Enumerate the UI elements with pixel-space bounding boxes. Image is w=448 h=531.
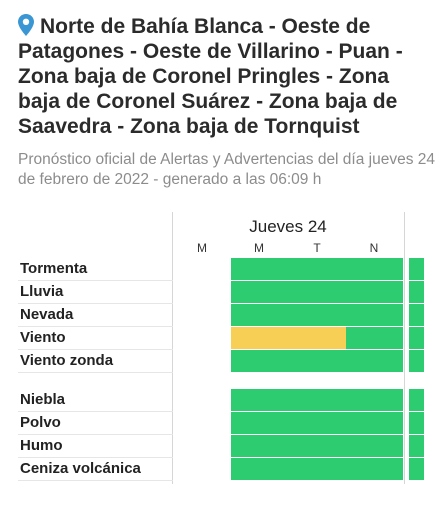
bar-next-day bbox=[409, 327, 424, 349]
row-label-polvo: Polvo bbox=[20, 414, 61, 431]
bar-next-day bbox=[409, 281, 424, 303]
row-label-lluvia: Lluvia bbox=[20, 283, 64, 300]
bar-green bbox=[231, 350, 403, 372]
forecast-grid: Jueves 24 M M T N Tormenta Lluvia Nevada Vi… bbox=[0, 212, 448, 484]
row-divider bbox=[18, 372, 173, 373]
bar-next-day bbox=[409, 458, 424, 480]
bar-next-day bbox=[409, 412, 424, 434]
row-label-nevada: Nevada bbox=[20, 306, 74, 323]
day-label: Jueves 24 bbox=[249, 217, 327, 236]
period-label-1: M bbox=[197, 241, 207, 255]
bar-next-day bbox=[409, 350, 424, 372]
grid-line-end bbox=[404, 212, 405, 484]
bar-next-day bbox=[409, 258, 424, 280]
bar-green bbox=[231, 435, 403, 457]
grid-line-start bbox=[172, 212, 173, 484]
row-label-niebla: Niebla bbox=[20, 391, 66, 408]
bar-green bbox=[231, 258, 403, 280]
row-label-viento: Viento bbox=[20, 329, 66, 346]
row-divider bbox=[18, 280, 173, 281]
row-label-humo: Humo bbox=[20, 437, 63, 454]
bar-green bbox=[231, 304, 403, 326]
row-divider bbox=[18, 434, 173, 435]
header: Norte de Bahía Blanca - Oeste de Patagon… bbox=[18, 14, 436, 139]
period-label-3: T bbox=[313, 241, 321, 255]
row-divider bbox=[18, 326, 173, 327]
row-divider bbox=[18, 480, 173, 481]
row-label-viento-zonda: Viento zonda bbox=[20, 352, 114, 369]
bar-yellow bbox=[231, 327, 346, 349]
bar-next-day bbox=[409, 304, 424, 326]
bar-next-day bbox=[409, 435, 424, 457]
row-label-tormenta: Tormenta bbox=[20, 260, 88, 277]
period-label-2: M bbox=[254, 241, 264, 255]
bar-green bbox=[231, 458, 403, 480]
row-divider bbox=[18, 457, 173, 458]
bar-green bbox=[231, 412, 403, 434]
bar-green bbox=[346, 327, 403, 349]
page-title: Norte de Bahía Blanca - Oeste de Patagon… bbox=[18, 14, 436, 139]
row-divider bbox=[18, 411, 173, 412]
bar-green bbox=[231, 389, 403, 411]
bar-next-day bbox=[409, 389, 424, 411]
title-text: Norte de Bahía Blanca - Oeste de Patagon… bbox=[18, 15, 403, 138]
row-divider bbox=[18, 303, 173, 304]
location-pin-icon bbox=[18, 14, 34, 36]
forecast-subtitle: Pronóstico oficial de Alertas y Adverten… bbox=[18, 151, 436, 188]
row-divider bbox=[18, 349, 173, 350]
period-label-4: N bbox=[369, 241, 379, 255]
row-label-ceniza-volcánica: Ceniza volcánica bbox=[20, 460, 141, 477]
bar-green bbox=[231, 281, 403, 303]
